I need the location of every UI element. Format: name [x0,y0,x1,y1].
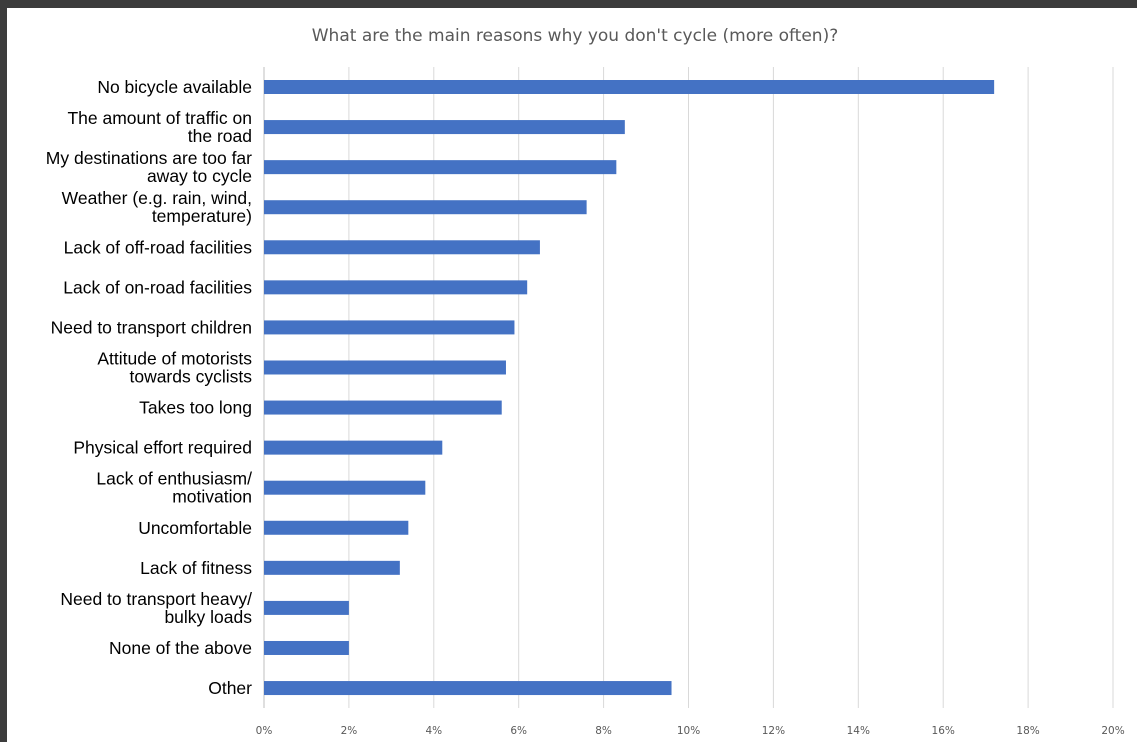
bar [264,120,625,135]
category-label-line: away to cycle [147,166,252,186]
bar [264,160,617,175]
x-tick-label: 20% [1101,725,1124,737]
x-tick-label: 14% [847,725,870,737]
category-label: Other [208,678,252,698]
category-label-line: My destinations are too far [46,148,252,168]
category-label: Attitude of motorists towards cyclists [97,348,252,386]
category-label-line: Lack of enthusiasm/ [96,469,252,489]
category-label: Uncomfortable [138,518,252,538]
bar [264,640,349,655]
bars [264,80,995,696]
category-label-line: Physical effort required [73,438,252,458]
bar [264,400,502,415]
category-label-line: Lack of fitness [140,558,252,578]
category-label: Takes too long [139,398,252,418]
category-label: Lack of enthusiasm/motivation [96,469,252,507]
category-label: Lack of on-road facilities [63,277,252,297]
bar [264,280,528,295]
x-tick-label: 6% [510,725,527,737]
category-label: My destinations are too far away to cycle [46,148,252,186]
bar [264,360,506,375]
bar [264,240,540,255]
x-tick-label: 8% [595,725,612,737]
bar [264,320,515,335]
bar [264,80,995,94]
x-tick-label: 4% [425,725,442,737]
category-label-line: Uncomfortable [138,518,252,538]
category-label: No bicycle available [97,77,252,97]
category-label: None of the above [109,638,252,658]
bar [264,681,672,696]
x-tick-label: 18% [1016,725,1039,737]
x-tick-label: 0% [256,725,273,737]
bar [264,200,587,215]
category-label: Need to transport heavy/bulky loads [60,589,252,627]
category-label-line: temperature) [152,206,252,226]
x-axis-tick-labels: 0% 2% 4% 6% 8% 10% 12% 14% 16% 18% 20% [256,725,1125,737]
x-tick-label: 16% [932,725,955,737]
category-label-line: the road [188,126,252,146]
category-label-line: Need to transport children [51,317,252,337]
category-label-line: Takes too long [139,398,252,418]
category-label: The amount of traffic on the road [67,108,252,146]
category-label-line: Other [208,678,252,698]
category-label-line: Lack of off-road facilities [64,237,253,257]
x-tick-label: 2% [341,725,358,737]
category-label: Weather (e.g. rain, wind, temperature) [62,188,252,226]
category-labels: No bicycle available The amount of traffi… [46,77,252,698]
x-tick-label: 12% [762,725,785,737]
category-label: Lack of off-road facilities [64,237,253,257]
bar [264,600,349,615]
category-label-line: motivation [172,487,252,507]
bar [264,440,443,455]
bar [264,560,400,575]
bar-chart: What are the main reasons why you don't … [46,26,1125,737]
category-label-line: Need to transport heavy/ [60,589,252,609]
category-label-line: The amount of traffic on [67,108,252,128]
chart-title: What are the main reasons why you don't … [312,26,838,46]
x-tick-label: 10% [677,725,700,737]
category-label: Lack of fitness [140,558,252,578]
category-label-line: Attitude of motorists [97,348,252,368]
category-label-line: None of the above [109,638,252,658]
bar [264,480,426,495]
category-label: Need to transport children [51,317,252,337]
category-label-line: Weather (e.g. rain, wind, [62,188,252,208]
category-label-line: bulky loads [164,607,252,627]
bar [264,520,409,535]
category-label-line: towards cyclists [129,366,252,386]
category-label-line: No bicycle available [97,77,252,97]
category-label-line: Lack of on-road facilities [63,277,252,297]
chart-panel: What are the main reasons why you don't … [7,8,1137,742]
category-label: Physical effort required [73,438,252,458]
